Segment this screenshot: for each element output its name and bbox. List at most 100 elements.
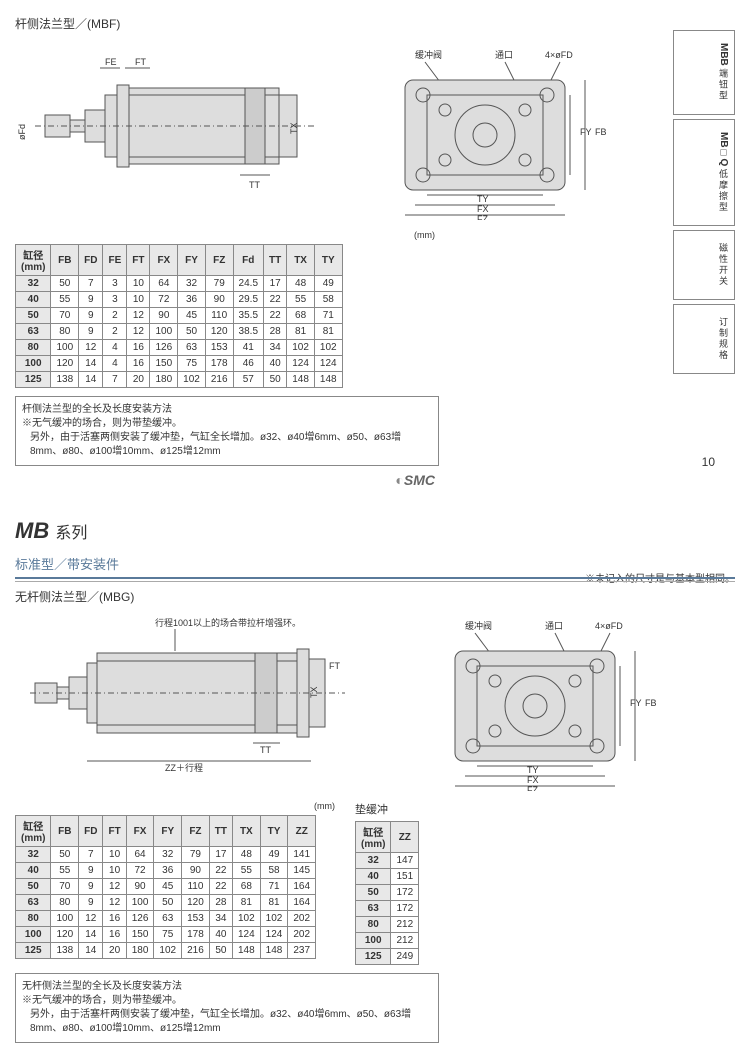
table-cell: 202 <box>288 927 316 943</box>
table-cell: 40 <box>16 292 51 308</box>
svg-text:FT: FT <box>329 661 340 671</box>
table-cell: 16 <box>103 927 126 943</box>
table-cell: 71 <box>314 308 342 324</box>
table-cell: 237 <box>288 943 316 959</box>
table-cell: 10 <box>127 276 150 292</box>
mbf-flange-drawing: 缓冲阀 通口 4×øFD FYFB TYFXFZ <box>365 40 615 220</box>
svg-text:ZZ＋行程: ZZ＋行程 <box>165 762 203 773</box>
table-cell: 147 <box>391 853 419 869</box>
table-header: TX <box>287 245 315 276</box>
table-cell: 16 <box>127 356 150 372</box>
table-cell: 3 <box>103 292 127 308</box>
table-row: 638091210050120288181164 <box>16 895 316 911</box>
table-cell: 49 <box>260 847 288 863</box>
table-header: ZZ <box>391 822 419 853</box>
note-line: ※无气缓冲的场合，则为带垫缓冲。 <box>22 994 432 1008</box>
table-cell: 100 <box>16 356 51 372</box>
svg-text:FY: FY <box>630 698 642 708</box>
table-cell: 80 <box>16 340 51 356</box>
table-cell: 148 <box>232 943 260 959</box>
tab-mbb[interactable]: MBB 端钮型 <box>673 30 735 115</box>
table-cell: 50 <box>51 847 79 863</box>
table-cell: 150 <box>150 356 178 372</box>
table-cell: 124 <box>260 927 288 943</box>
table-cell: 178 <box>182 927 210 943</box>
table-cell: 55 <box>51 863 79 879</box>
table-cell: 125 <box>16 372 51 388</box>
table-header: FZ <box>182 816 210 847</box>
table-cell: 12 <box>79 911 103 927</box>
table-cell: 150 <box>126 927 154 943</box>
table-cell: 58 <box>260 863 288 879</box>
table-cell: 72 <box>150 292 178 308</box>
table-cell: 9 <box>79 863 103 879</box>
table-cell: 216 <box>182 943 210 959</box>
table-cell: 63 <box>154 911 182 927</box>
table-cell: 48 <box>287 276 315 292</box>
table-row: 4055931072369029.5225558 <box>16 292 343 308</box>
table-row: 50172 <box>356 885 419 901</box>
table-cell: 153 <box>205 340 233 356</box>
table-cell: 178 <box>205 356 233 372</box>
svg-text:øFd: øFd <box>17 124 27 140</box>
svg-text:TT: TT <box>249 180 260 190</box>
table-header: TY <box>314 245 342 276</box>
table-cell: 12 <box>103 879 126 895</box>
table-cell: 46 <box>233 356 263 372</box>
svg-text:行程1001以上的场合带拉杆增强环。: 行程1001以上的场合带拉杆增强环。 <box>155 617 301 628</box>
table-header: ZZ <box>288 816 316 847</box>
table-header: FZ <box>205 245 233 276</box>
table-cell: 80 <box>51 895 79 911</box>
table-cell: 55 <box>232 863 260 879</box>
table-cell: 212 <box>391 917 419 933</box>
note-line: 另外，由于活塞杆两侧安装了缓冲垫，气缸全长增加。ø32、ø40增6mm、ø50、… <box>22 1008 432 1036</box>
table-cell: 90 <box>182 863 210 879</box>
table-cell: 38.5 <box>233 324 263 340</box>
table-cell: 40 <box>264 356 287 372</box>
tab-label: MBB <box>718 43 729 66</box>
table-cell: 7 <box>79 847 103 863</box>
table-cell: 16 <box>103 911 126 927</box>
table-cell: 4 <box>103 356 127 372</box>
table-cell: 32 <box>178 276 206 292</box>
table-header: FD <box>79 816 103 847</box>
table-cell: 45 <box>178 308 206 324</box>
table-row: 4055910723690225558145 <box>16 863 316 879</box>
table-cell: 55 <box>287 292 315 308</box>
svg-text:通口: 通口 <box>545 621 563 631</box>
mbg-side-drawing: 行程1001以上的场合带拉杆增强环。 TX FT TT ZZ＋行程 <box>15 611 385 781</box>
table-cell: 81 <box>232 895 260 911</box>
table-row: 40151 <box>356 869 419 885</box>
table-cell: 36 <box>178 292 206 308</box>
table-cell: 102 <box>154 943 182 959</box>
table-cell: 36 <box>154 863 182 879</box>
table-header: FB <box>51 245 79 276</box>
table-cell: 100 <box>51 911 79 927</box>
table-cell: 90 <box>150 308 178 324</box>
mbf-table: 缸径(mm)FBFDFEFTFXFYFZFdTTTXTY325073106432… <box>15 244 343 388</box>
table-row: 63172 <box>356 901 419 917</box>
table-cell: 7 <box>79 276 103 292</box>
table-cell: 32 <box>16 847 51 863</box>
table-row: 10012014416150751784640124124 <box>16 356 343 372</box>
table-header: 缸径(mm) <box>16 816 51 847</box>
mbg-flange-drawing: 缓冲阀 通口 4×øFD FYFB TYFXFZ <box>415 611 665 791</box>
table-cell: 102 <box>178 372 206 388</box>
table-cell: 9 <box>79 292 103 308</box>
table-cell: 7 <box>103 372 127 388</box>
table-cell: 63 <box>16 324 51 340</box>
table-cell: 35.5 <box>233 308 263 324</box>
tab-custom[interactable]: 订制规格 <box>673 304 735 374</box>
table-cell: 90 <box>205 292 233 308</box>
table-cell: 138 <box>51 372 79 388</box>
table-cell: 80 <box>16 911 51 927</box>
tab-mbq[interactable]: MB□Q 低摩擦型 <box>673 119 735 226</box>
note-title: 无杆侧法兰型的全长及长度安装方法 <box>22 980 432 994</box>
table-cell: 49 <box>314 276 342 292</box>
table-cell: 145 <box>288 863 316 879</box>
table-cell: 141 <box>288 847 316 863</box>
table-cell: 63 <box>178 340 206 356</box>
table-header: TT <box>209 816 232 847</box>
table-cell: 10 <box>103 847 126 863</box>
tab-magnetic[interactable]: 磁性开关 <box>673 230 735 300</box>
